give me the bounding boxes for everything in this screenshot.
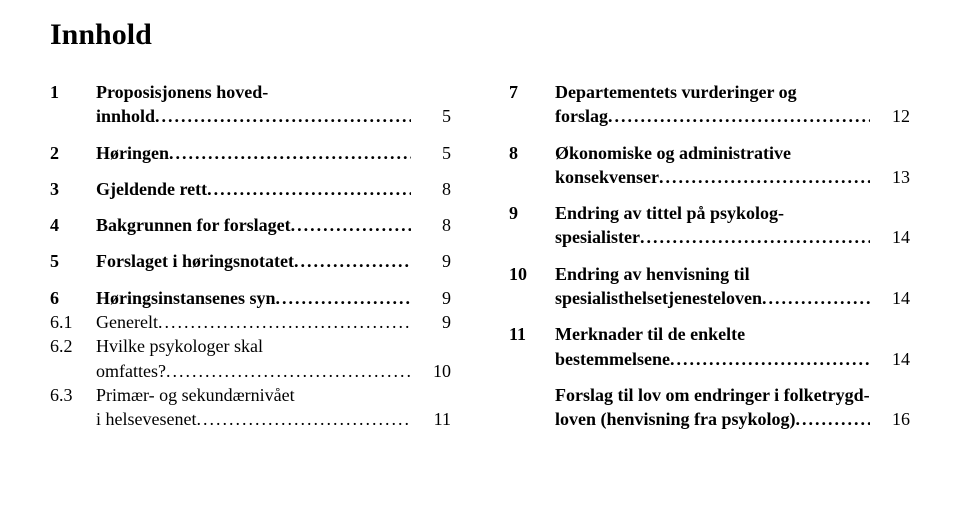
toc-row: 6.1Generelt9	[50, 310, 451, 334]
toc-page: 12	[870, 104, 910, 128]
toc-row: innhold5	[50, 104, 451, 128]
toc-label: spesialisthelsetjenesteloven	[555, 286, 870, 310]
toc-number: 1	[50, 80, 96, 104]
toc-row: i helsevesenet11	[50, 407, 451, 431]
toc-page: 8	[411, 177, 451, 201]
toc-page: 5	[411, 104, 451, 128]
toc-page: 14	[870, 286, 910, 310]
toc-row: loven (henvisning fra psykolog)16	[509, 407, 910, 431]
toc-label: Hvilke psykologer skal	[96, 334, 411, 358]
toc-label: Generelt	[96, 310, 411, 334]
toc-label: omfattes?	[96, 359, 411, 383]
toc-page: 9	[411, 310, 451, 334]
toc-row: spesialister14	[509, 225, 910, 249]
toc-gap	[50, 129, 451, 141]
toc-column-left: 1Proposisjonens hoved-innhold52Høringen5…	[50, 80, 451, 432]
toc-label: Endring av tittel på psykolog-	[555, 201, 870, 225]
toc-page: 14	[870, 347, 910, 371]
toc-label: Endring av henvisning til	[555, 262, 870, 286]
toc-gap	[50, 201, 451, 213]
toc-label: Forslag til lov om endringer i folketryg…	[555, 383, 870, 407]
toc-label: Forslaget i høringsnotatet	[96, 249, 411, 273]
toc-label: Høringen	[96, 141, 411, 165]
page-title: Innhold	[50, 18, 910, 52]
page: Innhold 1Proposisjonens hoved-innhold52H…	[0, 0, 960, 513]
toc-page: 9	[411, 249, 451, 273]
toc-page: 14	[870, 225, 910, 249]
toc-gap	[50, 274, 451, 286]
toc-number: 6.1	[50, 310, 96, 334]
toc-page: 11	[411, 407, 451, 431]
toc-row: 4Bakgrunnen for forslaget8	[50, 213, 451, 237]
toc-number: 7	[509, 80, 555, 104]
toc-label: spesialister	[555, 225, 870, 249]
toc-number: 6	[50, 286, 96, 310]
toc-gap	[509, 189, 910, 201]
toc-number: 4	[50, 213, 96, 237]
toc-page: 9	[411, 286, 451, 310]
toc-label: konsekvenser	[555, 165, 870, 189]
toc-row: 11Merknader til de enkelte	[509, 322, 910, 346]
toc-row: 3Gjeldende rett8	[50, 177, 451, 201]
toc-number: 11	[509, 322, 555, 346]
toc-label: i helsevesenet	[96, 407, 411, 431]
toc-number: 3	[50, 177, 96, 201]
toc-label: bestemmelsene	[555, 347, 870, 371]
toc-page: 13	[870, 165, 910, 189]
toc-row: Forslag til lov om endringer i folketryg…	[509, 383, 910, 407]
toc-page: 10	[411, 359, 451, 383]
toc-label: forslag	[555, 104, 870, 128]
toc-row: omfattes?10	[50, 359, 451, 383]
toc-label: Høringsinstansenes syn	[96, 286, 411, 310]
toc-row: 8Økonomiske og administrative	[509, 141, 910, 165]
toc-label: Proposisjonens hoved-	[96, 80, 411, 104]
toc-row: 5Forslaget i høringsnotatet9	[50, 249, 451, 273]
toc-row: 6.3Primær- og sekundærnivået	[50, 383, 451, 407]
toc-number: 8	[509, 141, 555, 165]
toc-row: 6.2Hvilke psykologer skal	[50, 334, 451, 358]
toc-gap	[50, 237, 451, 249]
toc-label: innhold	[96, 104, 411, 128]
toc-row: 6Høringsinstansenes syn9	[50, 286, 451, 310]
toc-row: forslag12	[509, 104, 910, 128]
toc-number: 6.2	[50, 334, 96, 358]
toc-row: 2Høringen5	[50, 141, 451, 165]
toc-page: 5	[411, 141, 451, 165]
toc-grid: 1Proposisjonens hoved-innhold52Høringen5…	[50, 80, 910, 432]
toc-label: Departementets vurderinger og	[555, 80, 870, 104]
toc-row: spesialisthelsetjenesteloven14	[509, 286, 910, 310]
toc-gap	[509, 250, 910, 262]
toc-row: 1Proposisjonens hoved-	[50, 80, 451, 104]
toc-gap	[509, 371, 910, 383]
toc-row: 7Departementets vurderinger og	[509, 80, 910, 104]
toc-label: Gjeldende rett	[96, 177, 411, 201]
toc-page: 8	[411, 213, 451, 237]
toc-label: Primær- og sekundærnivået	[96, 383, 411, 407]
toc-gap	[50, 165, 451, 177]
toc-number: 6.3	[50, 383, 96, 407]
toc-label: Økonomiske og administrative	[555, 141, 870, 165]
toc-label: loven (henvisning fra psykolog)	[555, 407, 870, 431]
toc-row: 10Endring av henvisning til	[509, 262, 910, 286]
toc-gap	[509, 129, 910, 141]
toc-label: Bakgrunnen for forslaget	[96, 213, 411, 237]
toc-number: 5	[50, 249, 96, 273]
toc-row: 9Endring av tittel på psykolog-	[509, 201, 910, 225]
toc-row: konsekvenser13	[509, 165, 910, 189]
toc-gap	[509, 310, 910, 322]
toc-column-right: 7Departementets vurderinger ogforslag12 8…	[509, 80, 910, 432]
toc-number: 10	[509, 262, 555, 286]
toc-number: 2	[50, 141, 96, 165]
toc-number: 9	[509, 201, 555, 225]
toc-page: 16	[870, 407, 910, 431]
toc-row: bestemmelsene14	[509, 347, 910, 371]
toc-label: Merknader til de enkelte	[555, 322, 870, 346]
